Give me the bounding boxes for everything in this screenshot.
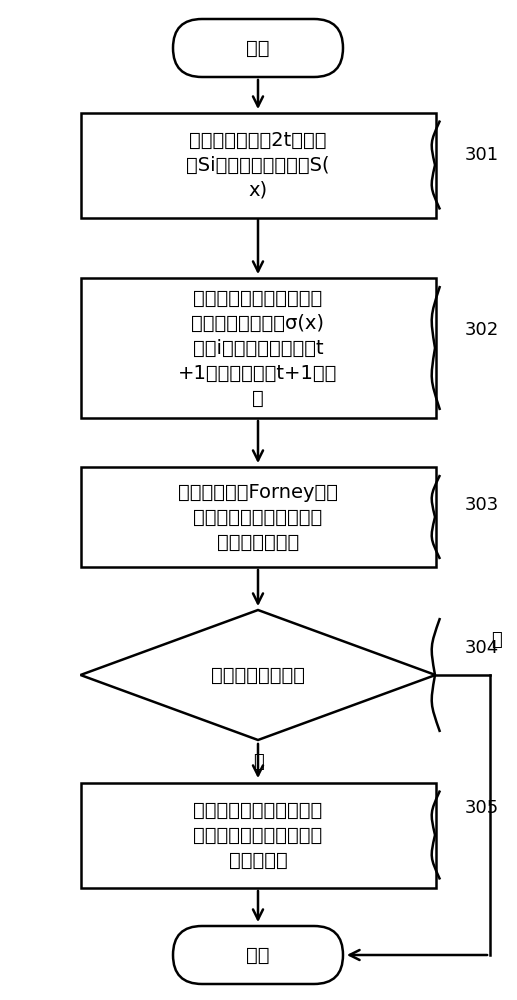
Bar <box>81 782 435 888</box>
Text: 是否存在码元错误: 是否存在码元错误 <box>211 666 305 684</box>
Text: 对视频数据计算2t个伴随
式Si以组成伴随多项式S(
x): 对视频数据计算2t个伴随 式Si以组成伴随多项式S( x) <box>186 130 330 200</box>
Text: 301: 301 <box>465 146 499 164</box>
Text: 结束: 结束 <box>246 946 270 964</box>
Text: 根据码元的错误位置和相
应的错误幅度对接收的数
据进行译码: 根据码元的错误位置和相 应的错误幅度对接收的数 据进行译码 <box>193 800 323 869</box>
Text: 求解关键方程，其中在计
算错误位置多项式σ(x)
的第i次迭代中，分别在t
+1个周期中计算t+1个系
数: 求解关键方程，其中在计 算错误位置多项式σ(x) 的第i次迭代中，分别在t +1… <box>178 288 338 408</box>
Text: 使用钱搜索和Forney算法
计算出码元的错误位置和
相应的错误幅度: 使用钱搜索和Forney算法 计算出码元的错误位置和 相应的错误幅度 <box>178 483 338 552</box>
Text: 305: 305 <box>465 799 499 817</box>
FancyBboxPatch shape <box>173 926 343 984</box>
Polygon shape <box>81 610 435 740</box>
FancyBboxPatch shape <box>173 19 343 77</box>
Bar <box>81 278 435 418</box>
Text: 是: 是 <box>253 753 263 771</box>
Text: 否: 否 <box>492 631 503 649</box>
Text: 302: 302 <box>465 321 499 339</box>
Text: 303: 303 <box>465 496 499 514</box>
Text: 开始: 开始 <box>246 38 270 57</box>
Bar <box>81 467 435 567</box>
Text: 304: 304 <box>465 639 499 657</box>
Bar <box>81 112 435 218</box>
